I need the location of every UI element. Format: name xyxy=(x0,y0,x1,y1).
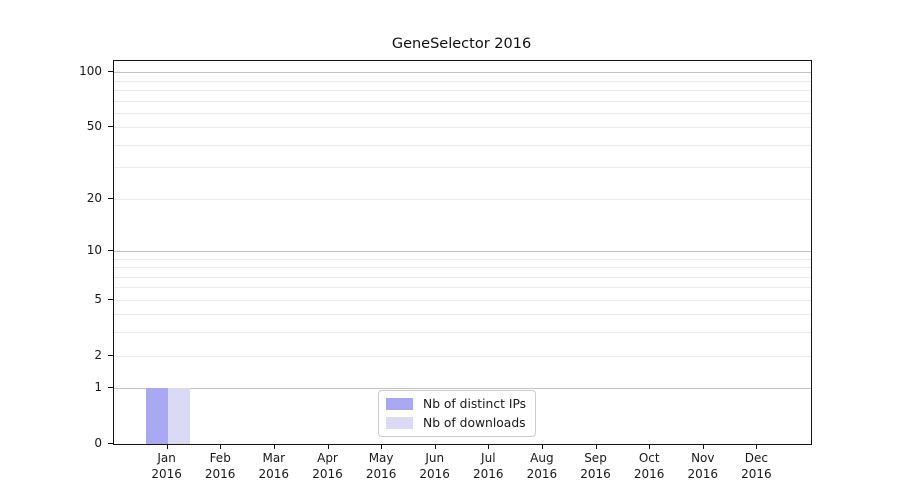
y-tick-mark xyxy=(108,197,113,199)
gridline-minor xyxy=(114,314,811,316)
gridline-minor xyxy=(114,167,811,169)
gridline-minor xyxy=(114,89,811,91)
bar-nb-of-distinct-ips xyxy=(145,388,168,444)
legend: Nb of distinct IPs Nb of downloads xyxy=(378,390,537,437)
x-tick-label: Nov 2016 xyxy=(687,451,719,481)
gridline-minor xyxy=(114,355,811,357)
gridline-minor xyxy=(114,287,811,289)
x-tick-label: Sep 2016 xyxy=(580,451,611,481)
gridline-minor xyxy=(114,276,811,278)
x-tick-mark xyxy=(756,444,758,449)
x-tick-mark xyxy=(166,444,168,449)
gridline-major xyxy=(114,72,811,74)
gridline-major xyxy=(114,250,811,252)
x-tick-label: Apr 2016 xyxy=(312,451,343,481)
gridline-minor xyxy=(114,80,811,82)
legend-item-distinct-ips: Nb of distinct IPs xyxy=(386,397,526,411)
y-tick-mark xyxy=(108,354,113,356)
x-tick-label: Jun 2016 xyxy=(419,451,450,481)
y-tick-label: 10 xyxy=(86,242,102,257)
x-tick-mark xyxy=(327,444,329,449)
x-tick-mark xyxy=(595,444,597,449)
x-tick-label: Aug 2016 xyxy=(526,451,558,481)
legend-label-downloads: Nb of downloads xyxy=(423,416,526,430)
x-tick-mark xyxy=(488,444,490,449)
x-tick-label: Oct 2016 xyxy=(633,451,665,481)
y-tick-label: 20 xyxy=(86,190,102,205)
bar-nb-of-downloads xyxy=(167,388,190,444)
legend-label-distinct-ips: Nb of distinct IPs xyxy=(423,397,527,411)
gridline-minor xyxy=(114,299,811,301)
x-tick-label: Jul 2016 xyxy=(473,451,504,481)
gridline-minor xyxy=(114,332,811,334)
y-tick-mark xyxy=(108,249,113,251)
y-tick-label: 0 xyxy=(94,436,102,450)
gridline-minor xyxy=(114,144,811,146)
y-tick-mark xyxy=(108,126,113,128)
x-tick-label: Jan 2016 xyxy=(151,451,182,481)
x-tick-mark xyxy=(649,444,651,449)
y-tick-label: 100 xyxy=(79,64,102,79)
legend-swatch-distinct-ips xyxy=(386,398,413,410)
y-tick-label: 5 xyxy=(94,291,102,306)
x-tick-mark xyxy=(702,444,704,449)
gridline-minor xyxy=(114,267,811,268)
x-tick-label: Feb 2016 xyxy=(204,451,236,481)
x-tick-mark xyxy=(273,444,275,449)
y-tick-mark xyxy=(108,71,113,73)
legend-swatch-downloads xyxy=(386,417,413,429)
y-tick-label: 2 xyxy=(94,347,102,362)
legend-item-downloads: Nb of downloads xyxy=(386,416,526,430)
x-tick-mark xyxy=(220,444,222,449)
y-tick-mark xyxy=(108,387,113,389)
y-tick-mark xyxy=(108,298,113,300)
x-tick-label: May 2016 xyxy=(365,451,397,481)
gridline-major xyxy=(114,388,811,390)
x-tick-mark xyxy=(541,444,543,449)
plot-area xyxy=(113,60,812,445)
gridline-minor xyxy=(114,198,811,200)
x-tick-label: Dec 2016 xyxy=(741,451,772,481)
x-tick-mark xyxy=(381,444,383,449)
gridline-minor xyxy=(114,127,811,129)
gridline-minor xyxy=(114,100,811,102)
y-tick-label: 1 xyxy=(94,380,102,395)
x-tick-label: Mar 2016 xyxy=(258,451,290,481)
x-tick-mark xyxy=(434,444,436,449)
gridline-minor xyxy=(114,258,811,260)
gridline-minor xyxy=(114,112,811,114)
y-tick-label: 50 xyxy=(86,119,102,134)
chart-title: GeneSelector 2016 xyxy=(391,36,532,52)
y-tick-mark xyxy=(108,443,113,444)
